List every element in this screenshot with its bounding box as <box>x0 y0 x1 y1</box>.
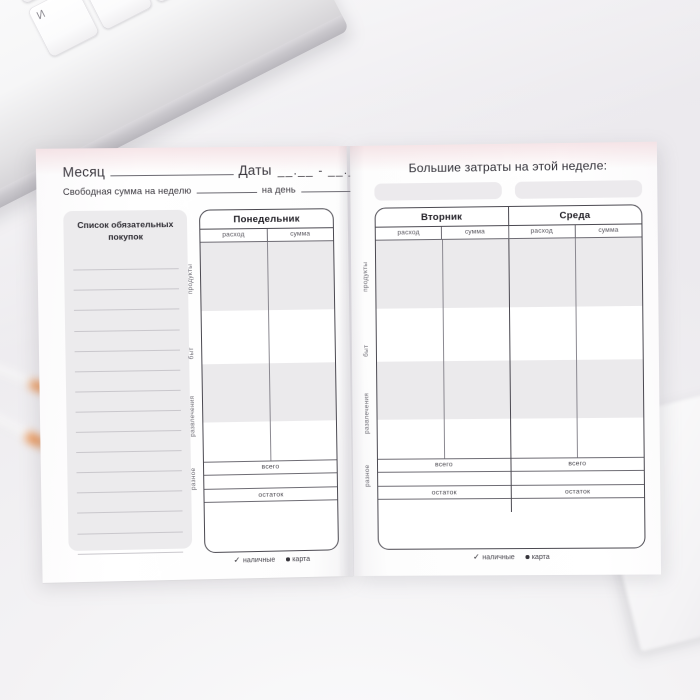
day-table-tuesday-wednesday: Вторник Среда расход сумма расход сумма <box>374 204 646 550</box>
total-value-vsego[interactable] <box>511 470 644 485</box>
check-icon: ✓ <box>473 552 480 562</box>
check-icon: ✓ <box>233 555 241 565</box>
legend-card-label: карта <box>292 555 311 563</box>
category-label-0: продукты <box>362 261 370 292</box>
shopping-list-lines[interactable] <box>72 249 184 555</box>
entry-area-wednesday[interactable] <box>508 237 644 457</box>
day-title-wednesday: Среда <box>507 205 642 226</box>
shopping-list-line[interactable] <box>77 532 184 555</box>
totals-block-tuesday: всего остаток <box>377 457 511 513</box>
legend-card[interactable]: карта <box>525 553 550 561</box>
legend-cash[interactable]: ✓ наличные <box>233 555 276 565</box>
column-header-summa-wed: сумма <box>574 224 642 237</box>
shopping-list-line[interactable] <box>75 410 182 433</box>
planner-left-page: Месяц Даты __.__ - __.__ Свободная сумма… <box>35 146 364 583</box>
shopping-list-line[interactable] <box>74 330 180 352</box>
total-label-vsego: всего <box>377 457 511 472</box>
total-value-vsego[interactable] <box>378 471 511 486</box>
shopping-list-line[interactable] <box>72 249 179 271</box>
day-table-monday: Понедельник расход сумма всего остаток <box>198 208 339 554</box>
open-planner: Месяц Даты __.__ - __.__ Свободная сумма… <box>35 141 662 583</box>
shopping-list-line[interactable] <box>76 491 183 514</box>
dot-icon <box>286 557 290 562</box>
per-day-label: на день <box>261 184 296 195</box>
payment-legend-left: ✓ наличные карта <box>204 554 339 565</box>
column-header-rashod-tue: расход <box>397 229 420 237</box>
month-write-line[interactable] <box>110 174 234 177</box>
column-header-rashod-wed: расход <box>507 225 575 238</box>
legend-card-label: карта <box>531 553 550 561</box>
day-columns-wrapper: всего остаток <box>375 237 645 513</box>
big-expenses-title: Большие затраты на этой неделе: <box>408 158 608 176</box>
category-label-1: быт <box>362 344 370 357</box>
shopping-list-line[interactable] <box>74 350 181 373</box>
big-expense-field-2[interactable] <box>514 180 643 199</box>
category-label-3: разное <box>189 467 198 491</box>
day-column-tuesday: всего остаток <box>375 238 511 513</box>
planner-right-page: Большие затраты на этой неделе: продукты… <box>349 141 662 576</box>
shopping-list-line[interactable] <box>73 269 180 292</box>
column-header-rashod: расход <box>222 231 245 239</box>
category-label-2: развлечения <box>363 392 371 434</box>
category-label-1: быт <box>188 347 196 360</box>
entry-area-monday[interactable] <box>200 240 336 462</box>
dates-label: Даты <box>238 162 272 179</box>
big-expense-field-1[interactable] <box>374 181 502 201</box>
totals-block-wednesday: всего остаток <box>510 456 645 512</box>
day-title-tuesday: Вторник <box>420 211 463 223</box>
month-row: Месяц Даты __.__ - __.__ <box>62 162 364 180</box>
payment-legend-right: ✓ наличные карта <box>378 552 646 561</box>
per-day-write-line[interactable] <box>300 190 355 193</box>
shopping-list-line[interactable] <box>76 471 183 494</box>
month-label: Месяц <box>62 164 106 180</box>
shopping-list-title: Список обязательных покупок <box>77 218 174 242</box>
shopping-list-line[interactable] <box>75 431 182 454</box>
total-value-ostatok[interactable] <box>378 498 511 513</box>
category-label-3: разное <box>363 464 372 488</box>
total-value-ostatok[interactable] <box>204 499 338 516</box>
shopping-list-line[interactable] <box>77 511 183 535</box>
shopping-list-line[interactable] <box>73 289 180 312</box>
shopping-list-line[interactable] <box>74 370 181 393</box>
legend-cash-label: наличные <box>482 553 515 561</box>
shopping-list-line[interactable] <box>73 309 180 332</box>
free-week-label: Свободная сумма на неделю <box>62 185 192 198</box>
entry-area-tuesday[interactable] <box>375 238 510 459</box>
total-value-ostatok[interactable] <box>511 497 645 512</box>
dot-icon <box>525 555 530 559</box>
day-column-wednesday: всего остаток <box>507 237 645 512</box>
totals-block-monday: всего остаток <box>203 458 338 516</box>
legend-cash-label: наличные <box>242 556 276 564</box>
legend-card[interactable]: карта <box>286 555 310 563</box>
total-label-vsego: всего <box>510 456 644 472</box>
category-label-0: продукты <box>186 263 195 295</box>
shopping-list-line[interactable] <box>76 451 182 474</box>
column-header-summa: сумма <box>266 228 334 241</box>
day-title-monday: Понедельник <box>233 213 300 225</box>
legend-cash[interactable]: ✓ наличные <box>473 552 515 562</box>
total-label-ostatok: остаток <box>378 484 511 500</box>
category-label-2: развлечения <box>188 395 197 437</box>
free-week-write-line[interactable] <box>196 191 257 194</box>
column-header-summa-tue: сумма <box>441 226 508 239</box>
total-label-ostatok: остаток <box>511 483 645 499</box>
shopping-list-line[interactable] <box>75 390 181 413</box>
shopping-list-box: Список обязательных покупок <box>63 209 193 555</box>
day-header-row: Понедельник <box>199 209 333 230</box>
free-amount-row: Свободная сумма на неделю на день <box>62 184 355 198</box>
big-expenses-boxes <box>374 180 643 201</box>
